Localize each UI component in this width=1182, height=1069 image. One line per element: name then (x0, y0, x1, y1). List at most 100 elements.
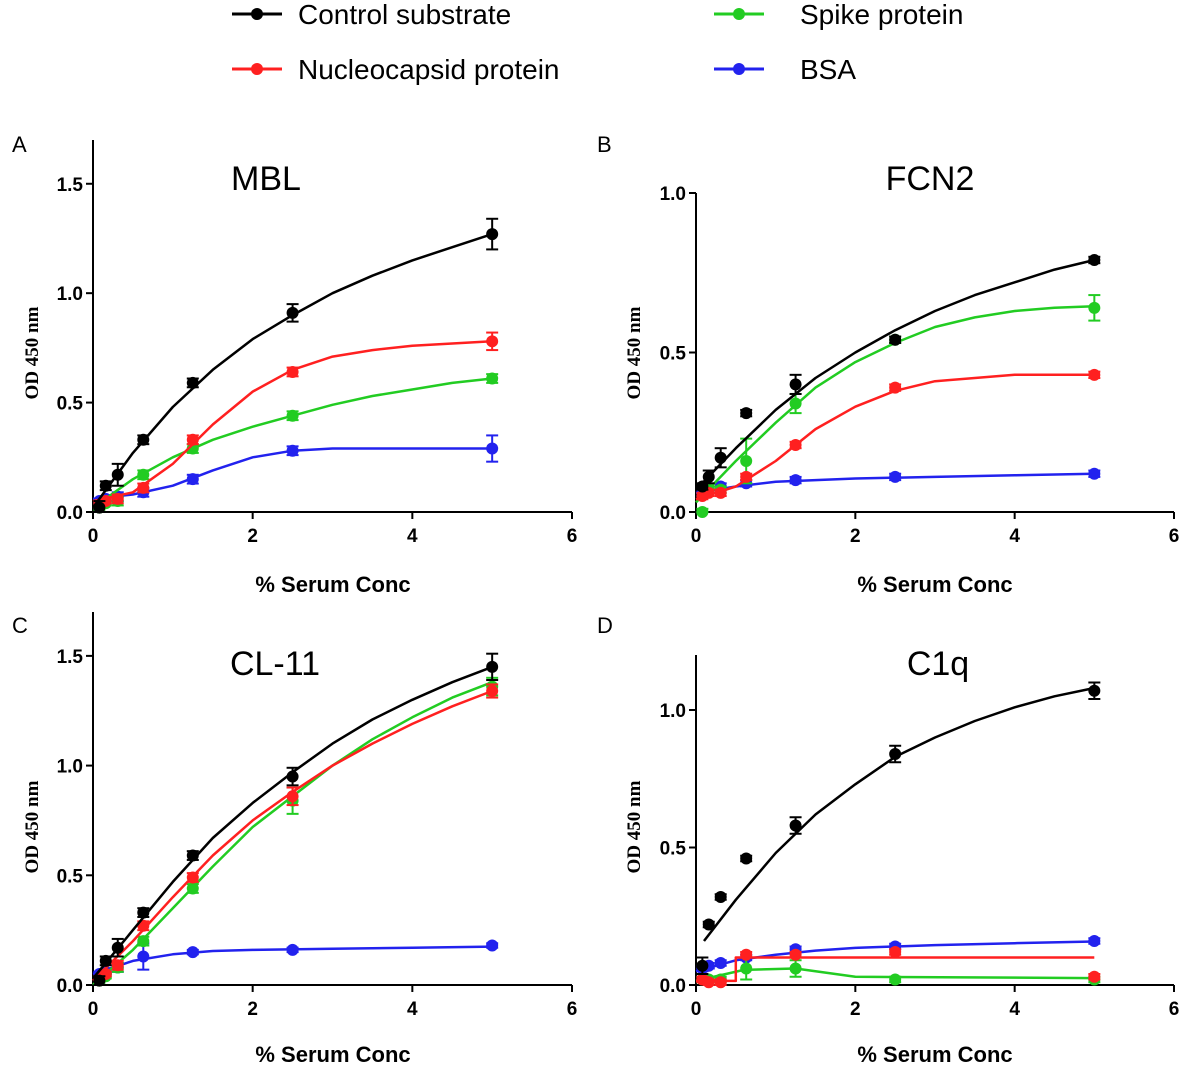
data-point-nucleocapsid-protein (186, 871, 199, 884)
x-tick-label: 0 (691, 526, 702, 547)
legend-label-nucleocapsid-protein: Nucleocapsid protein (298, 54, 560, 85)
data-point-bsa (1088, 467, 1101, 480)
data-point-bsa (486, 939, 499, 952)
data-point-bsa (286, 943, 299, 956)
x-tick-label: 4 (407, 526, 418, 547)
y-tick-label: 1.0 (57, 284, 83, 305)
data-point-nucleocapsid-protein (286, 365, 299, 378)
panel-letter: C (12, 613, 28, 638)
plot-area: 0.0 0.5 1.0 1.5 0 2 4 6 (57, 140, 578, 547)
series-control-substrate (92, 652, 499, 987)
data-point-nucleocapsid-protein (1088, 368, 1101, 381)
data-point-bsa (789, 474, 802, 487)
data-point-bsa (186, 946, 199, 959)
y-tick-label: 1.0 (660, 701, 686, 722)
y-tick-label: 0.5 (57, 394, 84, 415)
data-point-spike-protein (1088, 301, 1101, 314)
data-point-spike-protein (740, 962, 753, 975)
data-point-nucleocapsid-protein (111, 492, 124, 505)
data-point-control-substrate (186, 849, 199, 862)
data-point-spike-protein (286, 409, 299, 422)
data-point-nucleocapsid-protein (740, 470, 753, 483)
x-tick-label: 4 (407, 999, 418, 1020)
data-point-bsa (889, 470, 902, 483)
data-point-control-substrate (789, 819, 802, 832)
y-axis-title: OD 450 nm (624, 780, 645, 873)
series-nucleocapsid-protein (696, 946, 1101, 989)
panel-b: B FCN2 % Serum Conc OD 450 nm 0.00.51.00… (597, 132, 1179, 597)
y-tick-label: 0.5 (660, 839, 687, 860)
fit-curve-control-substrate (695, 258, 1095, 491)
data-point-control-substrate (93, 501, 106, 514)
series-nucleocapsid-protein (92, 683, 499, 985)
data-point-bsa (286, 444, 299, 457)
x-tick-label: 6 (1169, 526, 1180, 547)
x-tick-label: 0 (88, 526, 99, 547)
data-point-nucleocapsid-protein (714, 976, 727, 989)
data-point-nucleocapsid-protein (789, 439, 802, 452)
legend-label-bsa: BSA (800, 54, 856, 85)
data-point-control-substrate (702, 470, 715, 483)
data-point-nucleocapsid-protein (714, 486, 727, 499)
data-point-control-substrate (99, 479, 112, 492)
data-point-control-substrate (889, 333, 902, 346)
x-tick-label: 4 (1009, 526, 1020, 547)
data-point-nucleocapsid-protein (889, 381, 902, 394)
legend: Control substrate Spike protein Nucleoca… (232, 0, 963, 85)
data-point-nucleocapsid-protein (789, 948, 802, 961)
x-tick-label: 6 (567, 526, 578, 547)
x-tick-label: 4 (1009, 999, 1020, 1020)
series-control-substrate (91, 217, 499, 514)
legend-item-nucleocapsid-protein: Nucleocapsid protein (232, 54, 560, 85)
data-point-control-substrate (99, 954, 112, 967)
series-nucleocapsid-protein (695, 368, 1101, 503)
data-point-spike-protein (186, 882, 199, 895)
panel-letter: B (597, 132, 612, 157)
data-point-nucleocapsid-protein (740, 948, 753, 961)
data-point-control-substrate (486, 660, 499, 673)
x-tick-label: 0 (88, 999, 99, 1020)
legend-marker (251, 63, 263, 75)
data-point-nucleocapsid-protein (137, 481, 150, 494)
y-axis-title: OD 450 nm (624, 306, 645, 399)
series-control-substrate (696, 681, 1101, 975)
data-point-nucleocapsid-protein (486, 335, 499, 348)
panel-letter: A (12, 132, 27, 157)
panel-title: FCN2 (886, 160, 975, 198)
x-axis-title: % Serum Conc (857, 572, 1012, 597)
data-point-control-substrate (286, 770, 299, 783)
data-point-spike-protein (789, 397, 802, 410)
data-point-nucleocapsid-protein (1088, 970, 1101, 983)
plot-area: 0.0 0.5 1.0 1.5 0 2 4 6 (57, 612, 577, 1020)
plot-area: 0.0 0.5 1.0 0 2 4 6 (660, 655, 1180, 1020)
fit-curve-control-substrate (92, 665, 493, 980)
x-tick-label: 2 (247, 526, 258, 547)
x-tick-label: 0 (691, 999, 702, 1020)
y-tick-label: 0.0 (660, 503, 686, 524)
x-axis-title: % Serum Conc (255, 1042, 410, 1067)
data-point-bsa (186, 473, 199, 486)
series-spike-protein (92, 372, 499, 514)
x-tick-label: 6 (1169, 999, 1180, 1020)
data-point-control-substrate (286, 306, 299, 319)
x-tick-label: 2 (247, 999, 258, 1020)
data-point-control-substrate (1088, 253, 1101, 266)
legend-marker (251, 8, 263, 20)
data-point-control-substrate (186, 376, 199, 389)
series-bsa (92, 939, 499, 981)
plot-area: 0.0 0.5 1.0 0 2 4 6 (660, 184, 1180, 547)
legend-item-bsa: BSA (714, 54, 856, 85)
data-point-control-substrate (789, 378, 802, 391)
panel-c: C CL-11 % Serum Conc OD 450 nm 0.0 0.5 1.0… (12, 612, 577, 1067)
data-point-control-substrate (714, 891, 727, 903)
panel-d: D C1q % Serum Conc OD 450 nm 0.0 0.5 1.0 0 2… (597, 613, 1179, 1067)
series-bsa (92, 434, 499, 508)
data-point-spike-protein (740, 454, 753, 467)
y-tick-label: 0.0 (660, 976, 686, 997)
legend-item-control-substrate: Control substrate (232, 0, 511, 30)
legend-marker (733, 8, 745, 20)
series-nucleocapsid-protein (92, 331, 499, 512)
fit-curve-nucleocapsid-protein (695, 373, 1095, 501)
data-point-spike-protein (889, 973, 902, 986)
data-point-nucleocapsid-protein (889, 946, 902, 958)
